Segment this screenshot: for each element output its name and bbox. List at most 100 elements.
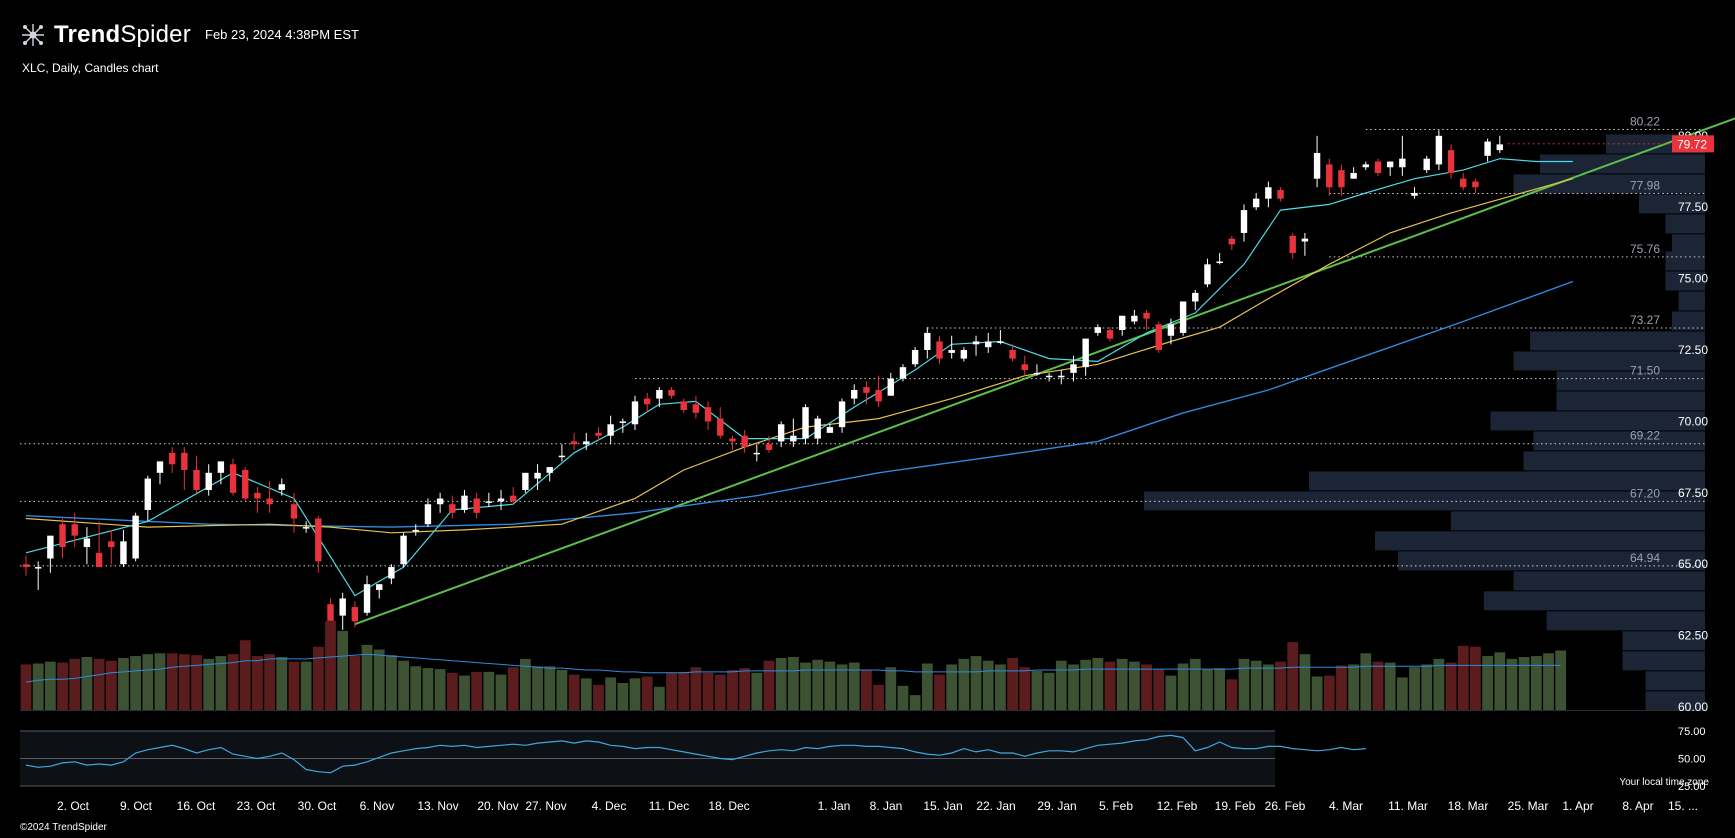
candle[interactable] xyxy=(668,387,675,399)
candle[interactable] xyxy=(1045,372,1053,382)
candle[interactable] xyxy=(1386,161,1394,176)
candle[interactable] xyxy=(22,555,30,576)
candle[interactable] xyxy=(290,492,298,533)
candle[interactable] xyxy=(1265,181,1272,208)
candle[interactable] xyxy=(217,461,225,485)
candle[interactable] xyxy=(388,564,395,585)
candle[interactable] xyxy=(1338,164,1345,196)
candle[interactable] xyxy=(1435,130,1443,171)
candle[interactable] xyxy=(510,487,517,505)
candle[interactable] xyxy=(485,492,493,508)
candle[interactable] xyxy=(449,495,456,519)
candle[interactable] xyxy=(83,527,91,565)
candle[interactable] xyxy=(302,521,310,533)
candle[interactable] xyxy=(168,447,176,473)
candle[interactable] xyxy=(680,398,687,413)
candle[interactable] xyxy=(899,364,907,382)
candle[interactable] xyxy=(461,489,468,513)
candle[interactable] xyxy=(315,515,322,573)
candle[interactable] xyxy=(863,381,870,405)
candle[interactable] xyxy=(558,444,566,462)
candle[interactable] xyxy=(595,427,602,442)
candle[interactable] xyxy=(1009,344,1016,362)
candle[interactable] xyxy=(1082,338,1089,376)
candle[interactable] xyxy=(339,592,346,630)
candle[interactable] xyxy=(570,432,578,450)
candle[interactable] xyxy=(71,512,78,548)
candle[interactable] xyxy=(583,432,590,450)
candle[interactable] xyxy=(1240,204,1248,242)
candle[interactable] xyxy=(144,475,151,522)
candle[interactable] xyxy=(473,492,480,519)
candle[interactable] xyxy=(95,521,103,568)
candle[interactable] xyxy=(619,418,627,433)
candle[interactable] xyxy=(1033,364,1041,376)
candle[interactable] xyxy=(631,395,639,430)
candle[interactable] xyxy=(1484,138,1491,162)
candle[interactable] xyxy=(424,498,432,528)
candle[interactable] xyxy=(1496,135,1503,153)
candle[interactable] xyxy=(802,404,809,445)
candle[interactable] xyxy=(911,347,919,368)
candle[interactable] xyxy=(777,421,785,448)
candle[interactable] xyxy=(656,387,663,408)
candle[interactable] xyxy=(376,584,383,599)
candle[interactable] xyxy=(692,395,700,419)
candle[interactable] xyxy=(717,407,724,439)
candle[interactable] xyxy=(985,332,992,353)
candle[interactable] xyxy=(181,447,188,490)
candle[interactable] xyxy=(1131,310,1138,325)
candle[interactable] xyxy=(1289,232,1296,259)
candle[interactable] xyxy=(948,335,955,359)
candle[interactable] xyxy=(1472,178,1479,193)
candle[interactable] xyxy=(936,335,943,365)
candle[interactable] xyxy=(765,435,773,453)
candle[interactable] xyxy=(363,575,371,616)
candle[interactable] xyxy=(1058,370,1065,385)
candle[interactable] xyxy=(436,492,444,513)
candle[interactable] xyxy=(1326,158,1333,196)
candle[interactable] xyxy=(643,392,651,413)
candle[interactable] xyxy=(266,481,273,513)
candle[interactable] xyxy=(1021,355,1028,376)
candle[interactable] xyxy=(1252,192,1260,211)
candle[interactable] xyxy=(156,461,164,485)
candle[interactable] xyxy=(851,384,858,405)
candle[interactable] xyxy=(1460,172,1467,191)
candle[interactable] xyxy=(1179,301,1187,336)
candle[interactable] xyxy=(826,424,834,433)
candle[interactable] xyxy=(120,529,127,568)
candle[interactable] xyxy=(875,375,882,408)
candle[interactable] xyxy=(1204,258,1211,288)
candle[interactable] xyxy=(838,398,846,433)
candle[interactable] xyxy=(534,464,541,490)
candle[interactable] xyxy=(1106,327,1114,342)
candle[interactable] xyxy=(972,335,980,356)
candle[interactable] xyxy=(1447,144,1455,179)
candle[interactable] xyxy=(400,532,407,568)
candle[interactable] xyxy=(704,401,712,430)
candle[interactable] xyxy=(546,467,553,482)
candle[interactable] xyxy=(1216,252,1223,265)
candle[interactable] xyxy=(1119,315,1126,336)
candle[interactable] xyxy=(47,535,54,573)
candle[interactable] xyxy=(1362,161,1369,171)
candle[interactable] xyxy=(522,472,529,493)
candle[interactable] xyxy=(242,467,249,502)
candle[interactable] xyxy=(108,529,115,565)
candle[interactable] xyxy=(997,330,1004,345)
candle[interactable] xyxy=(814,415,821,445)
candle[interactable] xyxy=(1094,324,1102,336)
candle[interactable] xyxy=(254,487,261,513)
candle[interactable] xyxy=(1228,235,1236,251)
candle[interactable] xyxy=(497,489,505,510)
candle[interactable] xyxy=(1070,355,1077,382)
candle[interactable] xyxy=(790,418,797,448)
candle[interactable] xyxy=(205,464,212,496)
candle[interactable] xyxy=(887,372,894,396)
candle[interactable] xyxy=(729,435,736,450)
candle[interactable] xyxy=(1350,167,1357,179)
candle[interactable] xyxy=(753,444,760,462)
candle[interactable] xyxy=(1301,232,1309,256)
